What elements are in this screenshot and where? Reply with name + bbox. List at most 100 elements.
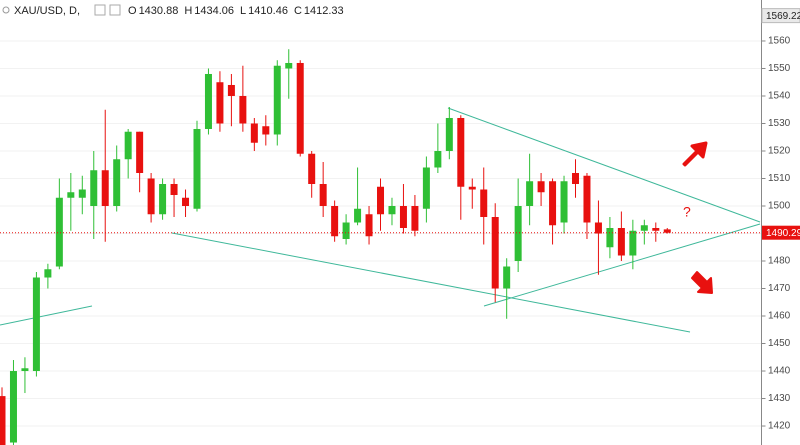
candle-body (572, 172, 579, 184)
y-tick-label: 1500 (768, 201, 791, 212)
candle-body (239, 95, 247, 124)
candle-body (457, 117, 465, 187)
y-tick-label: 1460 (768, 311, 791, 322)
candle-body (78, 189, 86, 198)
trend-lines (0, 107, 761, 333)
ohlc-key: O (128, 5, 137, 17)
candle-body (250, 123, 258, 143)
last-price-box (762, 225, 800, 240)
trend-line (483, 223, 761, 307)
candle-body (365, 214, 373, 237)
y-tick-label: 1560 (768, 36, 791, 47)
candle-body (308, 153, 316, 184)
ohlc-key: L (240, 5, 246, 17)
y-tick-label: 1480 (768, 256, 791, 267)
candle-body (388, 205, 396, 215)
symbol: XAU/USD, D, (14, 5, 80, 17)
annotation: ? (683, 204, 691, 220)
grid (0, 40, 762, 427)
top-price-box (761, 8, 800, 24)
top-price-label: 1569.22 (766, 11, 800, 22)
candle-body (491, 216, 499, 289)
candle-body (537, 181, 545, 193)
candle-body (549, 181, 557, 226)
candle-body (434, 150, 442, 168)
ohlc-key: H (184, 5, 192, 17)
y-tick-label: 1440 (768, 366, 791, 377)
trend-line (447, 107, 761, 223)
candle-body (411, 205, 419, 231)
candle-body (342, 222, 350, 240)
candle-body (319, 183, 327, 206)
candle-body (445, 117, 453, 151)
candle-body (262, 126, 270, 135)
candle-body (514, 205, 522, 262)
candle-body (216, 82, 224, 124)
y-tick-label: 1550 (768, 63, 791, 74)
candle-body (296, 62, 304, 154)
y-tick-label: 1530 (768, 118, 791, 129)
ohlc-value: 1412.33 (304, 5, 344, 17)
y-tick-label: 1510 (768, 173, 791, 184)
candle-body (182, 197, 190, 206)
candle-body (526, 181, 534, 206)
ohlc-value: 1434.06 (194, 5, 234, 17)
candle-body (55, 197, 63, 267)
arrows (682, 141, 713, 294)
candle-body (227, 84, 235, 96)
trend-line (171, 232, 691, 333)
icon (2, 6, 10, 14)
icon (94, 4, 106, 16)
candle-body (594, 222, 602, 234)
last-price-label: 1490.29 (766, 228, 800, 239)
candle-body (193, 128, 201, 209)
ohlc-value: 1410.46 (248, 5, 288, 17)
y-tick-label: 1520 (768, 146, 791, 157)
candles (0, 49, 671, 445)
candle-body (583, 175, 591, 223)
candle-body (273, 65, 281, 135)
trend-line (0, 305, 93, 326)
candle-body (399, 205, 407, 229)
header: XAU/USD, D, (0, 0, 330, 20)
candle-body (629, 230, 637, 256)
candle-body (136, 131, 144, 173)
ohlc-value: 1430.88 (139, 5, 179, 17)
candle-body (468, 186, 476, 190)
candle-body (285, 62, 293, 69)
arrow-up (682, 141, 708, 167)
candle-body (9, 371, 17, 443)
candle-body (331, 205, 339, 237)
candle-body (170, 183, 178, 195)
candle-body (480, 189, 488, 217)
candle-body (147, 178, 155, 215)
y-tick-label: 1430 (768, 393, 791, 404)
candle-body (159, 183, 167, 215)
candle-body (663, 229, 671, 233)
y-tick-label: 1540 (768, 91, 791, 102)
icon (109, 4, 121, 16)
candle-body (354, 208, 362, 223)
candle-body (113, 159, 121, 206)
candle-body (67, 192, 75, 198)
y-tick-label: 1420 (768, 421, 791, 432)
y-tick-label: 1470 (768, 283, 791, 294)
candle-body (652, 228, 660, 231)
candle-body (124, 131, 132, 160)
candle-body (0, 396, 6, 445)
candle-body (377, 186, 385, 215)
candle-body (32, 277, 40, 372)
candle-body (503, 266, 511, 289)
arrow-down (691, 271, 713, 294)
candle-body (606, 228, 614, 248)
candle-body (90, 170, 98, 206)
y-tick-label: 1450 (768, 338, 791, 349)
candle-body (21, 368, 29, 372)
candle-body (640, 225, 648, 231)
candle-body (204, 73, 212, 129)
candle-body (422, 167, 430, 209)
ohlc-key: C (294, 5, 302, 17)
header-bg (0, 0, 330, 20)
